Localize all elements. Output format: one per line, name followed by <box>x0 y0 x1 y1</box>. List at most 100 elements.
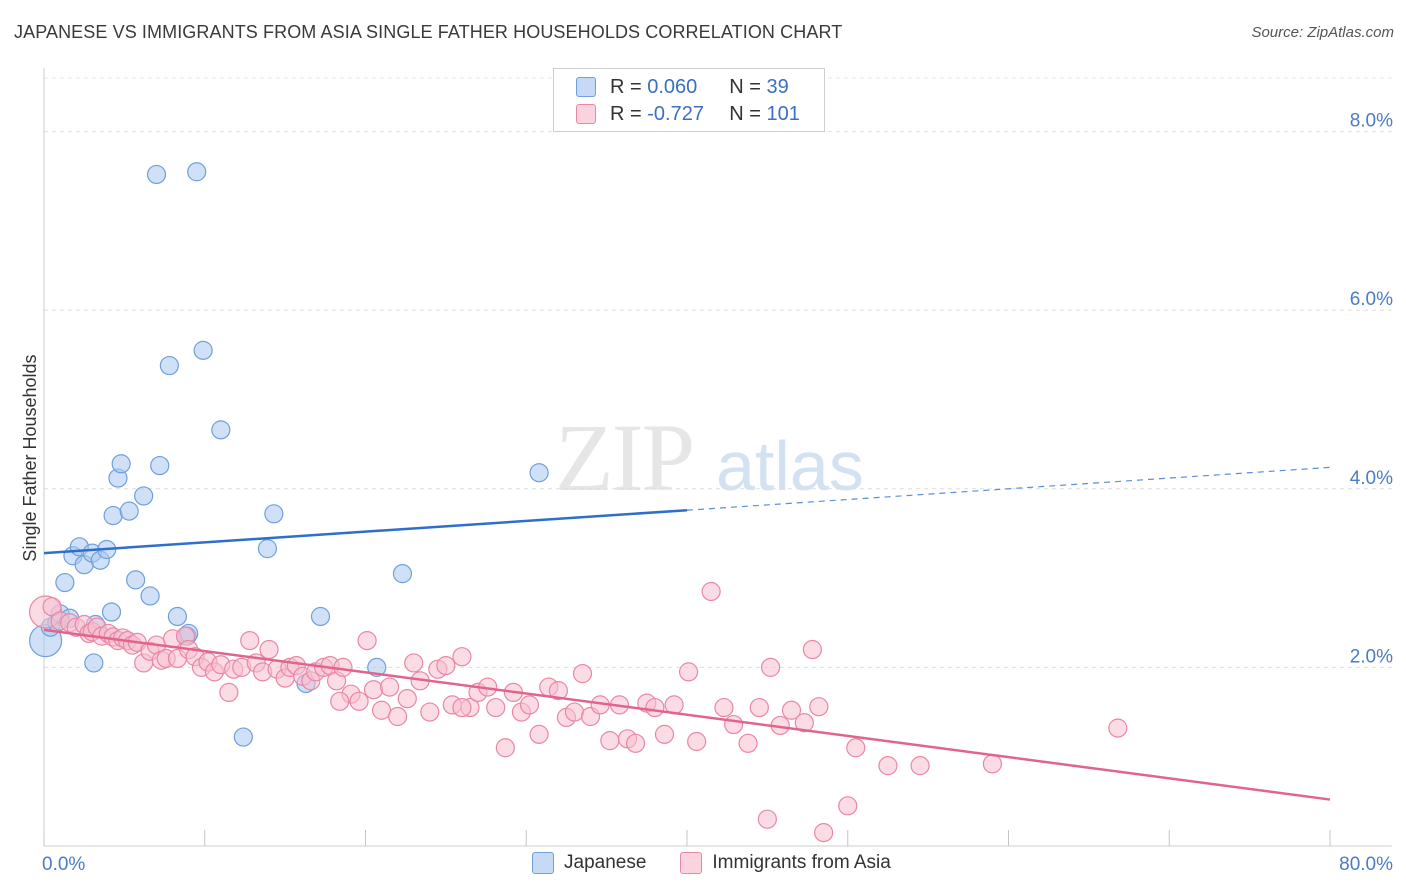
immigrants-point-68 <box>495 738 515 758</box>
japanese-point-20 <box>134 486 154 506</box>
japanese-point-29 <box>193 340 213 360</box>
legend-item-japanese: Japanese <box>532 852 646 874</box>
tick-labels: 2.0% 4.0% 6.0% 8.0% 0.0% 80.0% <box>42 111 1393 875</box>
japanese-point-21 <box>140 586 160 606</box>
series-immigrants-from-asia <box>29 581 1128 843</box>
japanese-point-22 <box>146 164 167 185</box>
trend-lines <box>43 466 1331 801</box>
immigrants-point-104 <box>910 756 930 776</box>
immigrants-point-92 <box>724 714 744 735</box>
watermark-atlas: atlas <box>716 427 864 505</box>
immigrants-point-103 <box>878 756 898 776</box>
legend-n-label: N = <box>729 75 761 98</box>
japanese-point-17 <box>111 454 131 474</box>
japanese-point-37 <box>392 564 413 584</box>
japanese-point-4 <box>55 572 75 593</box>
immigrants-point-107 <box>757 809 777 829</box>
series-legend: Japanese Immigrants from Asia <box>532 852 925 874</box>
immigrants-point-97 <box>781 700 802 720</box>
japanese-point-15 <box>103 505 123 526</box>
japanese-point-23 <box>150 455 170 476</box>
immigrants-point-88 <box>679 662 699 682</box>
legend-n-value-immigrants: 101 <box>766 102 800 125</box>
immigrants-point-102 <box>846 738 866 758</box>
grid-lines <box>44 77 1392 668</box>
immigrants-point-95 <box>760 657 781 677</box>
trend-line-immigrants <box>43 628 1331 801</box>
japanese-point-25 <box>167 606 188 627</box>
y-tick-label-0: 2.0% <box>1350 646 1393 667</box>
immigrants-point-31 <box>219 682 239 703</box>
immigrants-point-86 <box>654 724 675 744</box>
immigrants-point-85 <box>645 697 665 718</box>
y-tick-label-2: 6.0% <box>1350 289 1393 310</box>
japanese-point-28 <box>187 162 207 182</box>
immigrants-point-80 <box>600 731 620 751</box>
immigrants-point-61 <box>436 656 456 676</box>
immigrants-point-57 <box>404 653 424 673</box>
immigrants-point-90 <box>701 581 721 602</box>
y-axis-label: Single Father Households <box>20 354 40 561</box>
immigrants-point-99 <box>802 639 822 660</box>
japanese-point-24 <box>159 355 179 376</box>
japanese-point-32 <box>257 539 278 559</box>
legend-swatch-immigrants-bottom <box>680 852 703 874</box>
x-tick-label-1: 80.0% <box>1339 854 1393 875</box>
japanese-point-19 <box>126 570 146 590</box>
immigrants-point-74 <box>548 681 569 701</box>
immigrants-point-37 <box>259 639 279 660</box>
immigrants-point-100 <box>809 697 829 717</box>
legend-item-immigrants: Immigrants from Asia <box>680 852 891 874</box>
source-label: Source: ZipAtlas.com <box>1251 24 1394 41</box>
y-tick-label-1: 4.0% <box>1350 468 1393 489</box>
immigrants-point-110 <box>330 691 350 711</box>
immigrants-point-109 <box>452 697 472 718</box>
immigrants-point-53 <box>371 700 392 720</box>
immigrants-point-101 <box>838 796 858 816</box>
legend-row-immigrants: R = -0.727 N = 101 <box>576 101 800 127</box>
immigrants-point-76 <box>564 702 585 722</box>
japanese-point-33 <box>264 504 284 524</box>
immigrants-point-51 <box>357 631 377 651</box>
immigrants-point-56 <box>397 689 417 709</box>
immigrants-point-77 <box>572 664 593 684</box>
japanese-point-18 <box>119 501 139 521</box>
japanese-point-38 <box>529 463 549 483</box>
y-tick-label-3: 8.0% <box>1350 111 1393 132</box>
legend-r-label: R = <box>610 75 642 98</box>
immigrants-point-55 <box>388 706 408 727</box>
watermark-zip: ZIP <box>555 404 693 511</box>
legend-label-japanese: Japanese <box>564 852 647 873</box>
immigrants-point-59 <box>420 702 440 722</box>
immigrants-point-67 <box>486 697 506 718</box>
legend-label-immigrants: Immigrants from Asia <box>712 852 891 873</box>
legend-row-japanese: R = 0.060 N = 39 <box>576 74 789 100</box>
legend-r-value-immigrants: -0.727 <box>647 102 704 125</box>
trend-line-japanese <box>43 508 688 555</box>
legend-r-label: R = <box>610 102 642 125</box>
immigrants-point-108 <box>814 823 834 843</box>
immigrants-point-72 <box>529 724 549 744</box>
immigrants-point-98 <box>794 713 814 733</box>
immigrants-point-91 <box>714 697 734 718</box>
trend-line-japanese-extension <box>686 466 1331 511</box>
legend-r-value-japanese: 0.060 <box>647 75 698 98</box>
axes <box>43 68 1392 847</box>
immigrants-point-93 <box>738 733 758 753</box>
immigrants-point-63 <box>452 647 472 667</box>
legend-n-value-japanese: 39 <box>766 75 789 98</box>
chart-title: JAPANESE VS IMMIGRANTS FROM ASIA SINGLE … <box>14 22 843 42</box>
immigrants-point-89 <box>687 731 707 752</box>
immigrants-point-105 <box>982 754 1003 774</box>
japanese-point-14 <box>101 602 122 622</box>
japanese-point-36 <box>367 657 387 677</box>
japanese-point-35 <box>310 606 331 627</box>
legend-swatch-japanese <box>576 77 596 97</box>
watermark: ZIP atlas <box>555 404 864 511</box>
legend-n-label: N = <box>729 102 761 125</box>
x-tick-label-0: 0.0% <box>42 854 85 875</box>
legend-swatch-immigrants <box>576 104 596 124</box>
immigrants-point-34 <box>240 631 260 651</box>
immigrants-point-83 <box>625 733 646 753</box>
